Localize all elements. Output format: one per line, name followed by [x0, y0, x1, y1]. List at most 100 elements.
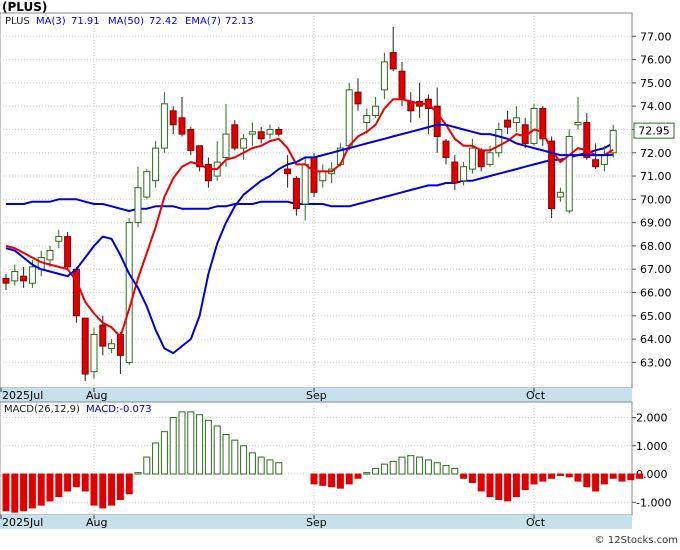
candle-body-up: [152, 147, 160, 182]
macd-tick-label: 1.000: [636, 440, 668, 453]
macd-bar-negative: [636, 473, 644, 479]
candle-body-down: [539, 107, 547, 140]
date-label: Oct: [526, 516, 546, 529]
candle: [380, 52, 388, 100]
macd-bar-positive: [398, 456, 406, 475]
macd-bar-negative: [108, 473, 116, 506]
ma3-line: [5, 123, 614, 355]
candle: [169, 106, 177, 135]
date-label: Aug: [86, 516, 107, 529]
macd-bar-positive: [416, 456, 424, 475]
candle-body-up: [556, 191, 564, 198]
macd-bar-negative: [336, 473, 344, 489]
candle-body-up: [363, 114, 371, 123]
price-tick-label: 74.00: [640, 100, 672, 113]
date-label: Oct: [526, 389, 546, 402]
macd-bar-negative: [37, 473, 45, 506]
macd-bar-negative: [81, 473, 89, 492]
candle-body-up: [460, 166, 468, 182]
macd-axis: -1.000 0.000 1.000 2.000: [632, 412, 671, 509]
candle-body-up: [574, 121, 582, 126]
candle-body-down: [548, 140, 556, 210]
candle-body-down: [292, 177, 300, 210]
price-tick-label: 77.00: [640, 30, 672, 43]
price-tick-label: 65.00: [640, 310, 672, 323]
candle-body-up: [319, 170, 327, 182]
legend-ma3-value: 71.91: [71, 16, 100, 27]
candle-body-down: [354, 91, 362, 105]
macd-bar-positive: [152, 442, 160, 475]
macd-bar-positive: [134, 472, 142, 475]
price-tick-label: 76.00: [640, 54, 672, 67]
price-tick-label: 70.00: [640, 193, 672, 206]
macd-bar-positive: [204, 419, 212, 475]
date-label: Aug: [86, 389, 107, 402]
macd-bar-negative: [2, 473, 10, 512]
date-axis-band-lower: [0, 515, 632, 529]
macd-bar-positive: [275, 462, 283, 475]
candle-body-up: [28, 266, 36, 284]
candle-body-down: [99, 324, 107, 347]
price-axis: 63.00 64.00 65.00 66.00 67.00 68.00 69.00 70.00…: [632, 30, 672, 369]
macd-bar-positive: [160, 431, 168, 475]
candle-body-up: [125, 222, 133, 363]
candle: [222, 103, 230, 167]
legend-ema7-label: EMA(7): [185, 16, 221, 27]
candle-body-up: [301, 163, 309, 205]
macd-bar-negative: [574, 473, 582, 482]
macd-bar-positive: [187, 411, 195, 475]
candle: [433, 87, 441, 153]
candle: [64, 231, 72, 270]
macd-tick-label: 2.000: [636, 412, 668, 425]
macd-bar-positive: [380, 463, 388, 475]
candle-body-up: [46, 250, 54, 261]
macd-bar-negative: [530, 473, 538, 485]
candle: [81, 317, 89, 382]
macd-bar-negative: [468, 473, 476, 484]
macd-bar-negative: [116, 473, 124, 500]
candle-body-up: [248, 131, 256, 135]
credit-text: © 12Stocks.com: [595, 535, 678, 546]
macd-bar-negative: [627, 473, 635, 481]
candle: [468, 138, 476, 174]
candle-body-down: [504, 119, 512, 128]
date-label: 2025Jul: [2, 516, 43, 529]
macd-bar-negative: [310, 473, 318, 485]
candle-body-down: [451, 161, 459, 184]
candle-body-down: [72, 268, 80, 317]
macd-bar-negative: [618, 473, 626, 482]
candle-body-down: [583, 121, 591, 158]
candle: [354, 78, 362, 111]
macd-legend: MACD(26,12,9) MACD:-0.073: [4, 404, 152, 415]
macd-bar-positive: [257, 456, 265, 475]
legend-ema7-value: 72.13: [225, 16, 254, 27]
macd-bar-negative: [55, 473, 63, 498]
candle-body-down: [592, 159, 600, 168]
candle: [609, 124, 617, 158]
macd-bar-positive: [424, 459, 432, 475]
date-axis: 2025Jul Aug Sep Oct: [0, 388, 546, 402]
macd-bar-negative: [477, 473, 485, 492]
candle: [275, 127, 283, 137]
ema7-series: [5, 98, 614, 338]
date-label: Sep: [306, 389, 327, 402]
macd-bar-positive: [372, 467, 380, 475]
candle-body-down: [398, 70, 406, 100]
candle-body-down: [284, 168, 292, 175]
candle-body-down: [81, 317, 89, 375]
last-price-tag: 72.95: [633, 122, 675, 139]
candle-body-down: [310, 156, 318, 193]
last-price-label: 72.95: [638, 125, 670, 138]
macd-bar-positive: [442, 465, 450, 475]
macd-bar-negative: [609, 473, 617, 479]
candle: [345, 82, 353, 151]
candle: [504, 110, 512, 135]
candle-body-down: [2, 278, 10, 284]
macd-bar-negative: [345, 473, 353, 485]
macd-bar-negative: [328, 473, 336, 488]
candle-body-up: [240, 138, 248, 149]
candle-body-down: [257, 131, 265, 140]
candle: [90, 327, 98, 379]
macd-bar-positive: [143, 456, 151, 475]
macd-bar-negative: [460, 473, 468, 479]
